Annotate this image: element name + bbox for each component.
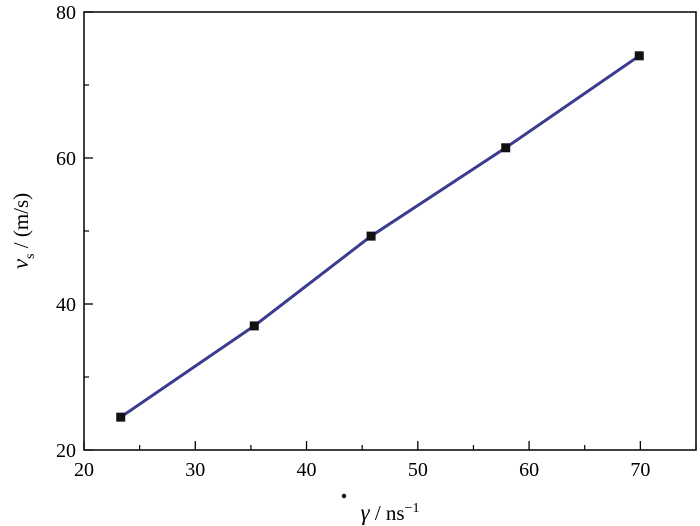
x-axis-unit-exponent: −1 <box>405 501 420 516</box>
data-point <box>116 412 126 422</box>
y-axis-unit: / (m/s) <box>9 193 33 254</box>
series-layer <box>116 51 644 422</box>
data-point <box>634 51 644 61</box>
x-tick-label: 30 <box>185 459 205 481</box>
y-tick-label: 20 <box>56 440 76 462</box>
x-axis-symbol: γ <box>361 500 371 525</box>
data-point <box>249 321 259 331</box>
y-axis-subscript: s <box>23 254 38 259</box>
x-tick-label: 40 <box>297 459 317 481</box>
y-axis-title: vs / (m/s) <box>8 193 38 269</box>
plot-frame <box>83 11 697 451</box>
data-point <box>501 143 511 153</box>
y-axis-symbol: v <box>8 258 33 269</box>
x-tick-label: 50 <box>408 459 428 481</box>
data-point <box>366 231 376 241</box>
x-tick-label: 70 <box>630 459 650 481</box>
ticks-layer: 20 30 40 50 60 70 20 40 60 80 <box>56 2 697 481</box>
y-tick-label: 40 <box>56 294 76 316</box>
x-axis-title: γ / ns−1 <box>361 500 420 525</box>
x-tick-label: 60 <box>519 459 539 481</box>
y-tick-label: 80 <box>56 2 76 24</box>
x-tick-label: 20 <box>74 459 94 481</box>
series-line <box>119 54 641 419</box>
x-axis-symbol-dot <box>341 493 347 499</box>
y-tick-label: 60 <box>56 148 76 170</box>
x-axis-unit: / ns <box>370 501 405 525</box>
